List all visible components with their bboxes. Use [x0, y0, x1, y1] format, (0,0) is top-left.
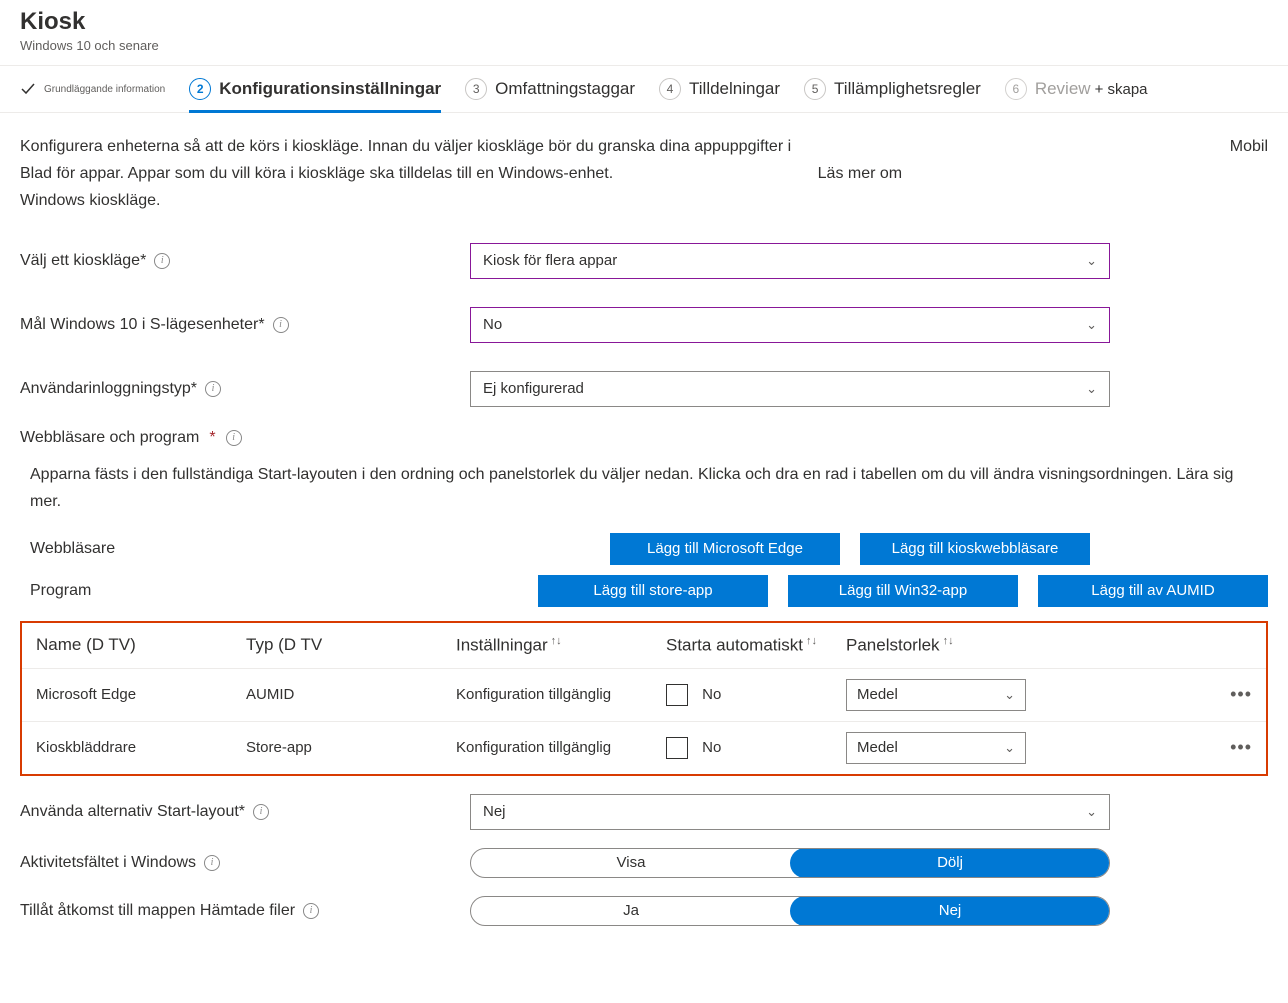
step-number-icon: 5	[804, 78, 826, 100]
add-row-browsers: Webbläsare Lägg till Microsoft Edge Lägg…	[30, 533, 1268, 565]
taskbar-show-option[interactable]: Visa	[471, 849, 791, 877]
chevron-down-icon: ⌄	[1004, 687, 1015, 703]
add-aumid-button[interactable]: Lägg till av AUMID	[1038, 575, 1268, 607]
cell-autostart: No	[652, 668, 832, 721]
col-name-header[interactable]: Name (D TV)	[22, 623, 232, 668]
page-subtitle: Windows 10 och senare	[20, 38, 1268, 53]
taskbar-label: Aktivitetsfältet i Windows	[20, 854, 196, 872]
row-menu-icon[interactable]: •••	[1230, 737, 1252, 757]
step-review[interactable]: 6 Review	[1005, 78, 1091, 100]
info-icon[interactable]: i	[253, 804, 269, 820]
table-row[interactable]: Microsoft Edge AUMID Konfiguration tillg…	[22, 668, 1266, 721]
col-tilesize-header[interactable]: Panelstorlek↑↓	[832, 623, 1266, 668]
add-kiosk-browser-button[interactable]: Lägg till kioskwebbläsare	[860, 533, 1090, 565]
browsers-programs-heading: Webbläsare och program * i	[20, 429, 1268, 447]
downloads-toggle: Ja Nej	[470, 896, 1110, 926]
col-type-header[interactable]: Typ (D TV	[232, 623, 442, 668]
step-applicability[interactable]: 5 Tillämplighetsregler	[804, 78, 981, 100]
row-alt-layout: Använda alternativ Start-layout* i Nej ⌄	[20, 794, 1268, 830]
info-icon[interactable]: i	[204, 855, 220, 871]
login-type-label: Användarinloggningstyp*	[20, 380, 197, 398]
row-kiosk-mode: Välj ett kioskläge* i Kiosk för flera ap…	[20, 243, 1268, 279]
chevron-down-icon: ⌄	[1004, 740, 1015, 756]
info-icon[interactable]: i	[303, 903, 319, 919]
cell-tilesize: Medel ⌄	[832, 721, 1216, 774]
row-menu-icon[interactable]: •••	[1230, 684, 1252, 704]
cell-name: Kioskbläddrare	[22, 721, 232, 774]
add-edge-button[interactable]: Lägg till Microsoft Edge	[610, 533, 840, 565]
info-icon[interactable]: i	[273, 317, 289, 333]
cell-type: Store-app	[232, 721, 442, 774]
step-number-icon: 2	[189, 78, 211, 100]
add-win32-app-button[interactable]: Lägg till Win32-app	[788, 575, 1018, 607]
intro-text-block: Konfigurera enheterna så att de körs i k…	[20, 133, 1268, 215]
step-number-icon: 3	[465, 78, 487, 100]
chevron-down-icon: ⌄	[1086, 381, 1097, 397]
login-type-select[interactable]: Ej konfigurerad ⌄	[470, 371, 1110, 407]
step-number-icon: 4	[659, 78, 681, 100]
alt-layout-label: Använda alternativ Start-layout*	[20, 803, 245, 821]
browsers-programs-help: Apparna fästs i den fullständiga Start-l…	[30, 461, 1268, 515]
cell-autostart: No	[652, 721, 832, 774]
step-assignments[interactable]: 4 Tilldelningar	[659, 78, 780, 100]
target-s-mode-label: Mål Windows 10 i S-lägesenheter*	[20, 316, 265, 334]
apps-table-highlight: Name (D TV) Typ (D TV Inställningar↑↓ St…	[20, 621, 1268, 776]
tilesize-select[interactable]: Medel ⌄	[846, 732, 1026, 764]
table-row[interactable]: Kioskbläddrare Store-app Konfiguration t…	[22, 721, 1266, 774]
alt-layout-select[interactable]: Nej ⌄	[470, 794, 1110, 830]
cell-settings[interactable]: Konfiguration tillgänglig	[442, 668, 652, 721]
cell-type: AUMID	[232, 668, 442, 721]
apps-table: Name (D TV) Typ (D TV Inställningar↑↓ St…	[22, 623, 1266, 774]
taskbar-toggle: Visa Dölj	[470, 848, 1110, 878]
kiosk-mode-select[interactable]: Kiosk för flera appar ⌄	[470, 243, 1110, 279]
autostart-checkbox[interactable]	[666, 737, 688, 759]
tilesize-select[interactable]: Medel ⌄	[846, 679, 1026, 711]
step-configuration[interactable]: 2 Konfigurationsinställningar	[189, 78, 441, 100]
step-basics[interactable]: Grundläggande information	[20, 81, 165, 97]
downloads-no-option[interactable]: Nej	[790, 896, 1110, 926]
cell-tilesize: Medel ⌄	[832, 668, 1216, 721]
content-area: Konfigurera enheterna så att de körs i k…	[0, 113, 1288, 946]
cell-name: Microsoft Edge	[22, 668, 232, 721]
page-header: Kiosk Windows 10 och senare	[0, 0, 1288, 66]
step-review-suffix: + skapa	[1095, 81, 1148, 98]
mobile-label: Mobil	[1230, 133, 1268, 160]
taskbar-hide-option[interactable]: Dölj	[790, 848, 1110, 878]
add-store-app-button[interactable]: Lägg till store-app	[538, 575, 768, 607]
step-number-icon: 6	[1005, 78, 1027, 100]
info-icon[interactable]: i	[205, 381, 221, 397]
row-target-s-mode: Mål Windows 10 i S-lägesenheter* i No ⌄	[20, 307, 1268, 343]
checkmark-icon	[20, 81, 36, 97]
row-downloads: Tillåt åtkomst till mappen Hämtade filer…	[20, 896, 1268, 926]
wizard-steps: Grundläggande information 2 Konfiguratio…	[0, 66, 1288, 113]
row-taskbar: Aktivitetsfältet i Windows i Visa Dölj	[20, 848, 1268, 878]
add-row-programs: Program Lägg till store-app Lägg till Wi…	[30, 575, 1268, 607]
chevron-down-icon: ⌄	[1086, 317, 1097, 333]
target-s-mode-select[interactable]: No ⌄	[470, 307, 1110, 343]
autostart-checkbox[interactable]	[666, 684, 688, 706]
kiosk-mode-label: Välj ett kioskläge*	[20, 252, 146, 270]
step-scope-tags[interactable]: 3 Omfattningstaggar	[465, 78, 635, 100]
info-icon[interactable]: i	[226, 430, 242, 446]
col-autostart-header[interactable]: Starta automatiskt↑↓	[652, 623, 832, 668]
downloads-yes-option[interactable]: Ja	[471, 897, 791, 925]
row-login-type: Användarinloggningstyp* i Ej konfigurera…	[20, 371, 1268, 407]
info-icon[interactable]: i	[154, 253, 170, 269]
cell-settings[interactable]: Konfiguration tillgänglig	[442, 721, 652, 774]
downloads-label: Tillåt åtkomst till mappen Hämtade filer	[20, 902, 295, 920]
page-title: Kiosk	[20, 8, 1268, 36]
chevron-down-icon: ⌄	[1086, 804, 1097, 820]
chevron-down-icon: ⌄	[1086, 253, 1097, 269]
col-settings-header[interactable]: Inställningar↑↓	[442, 623, 652, 668]
